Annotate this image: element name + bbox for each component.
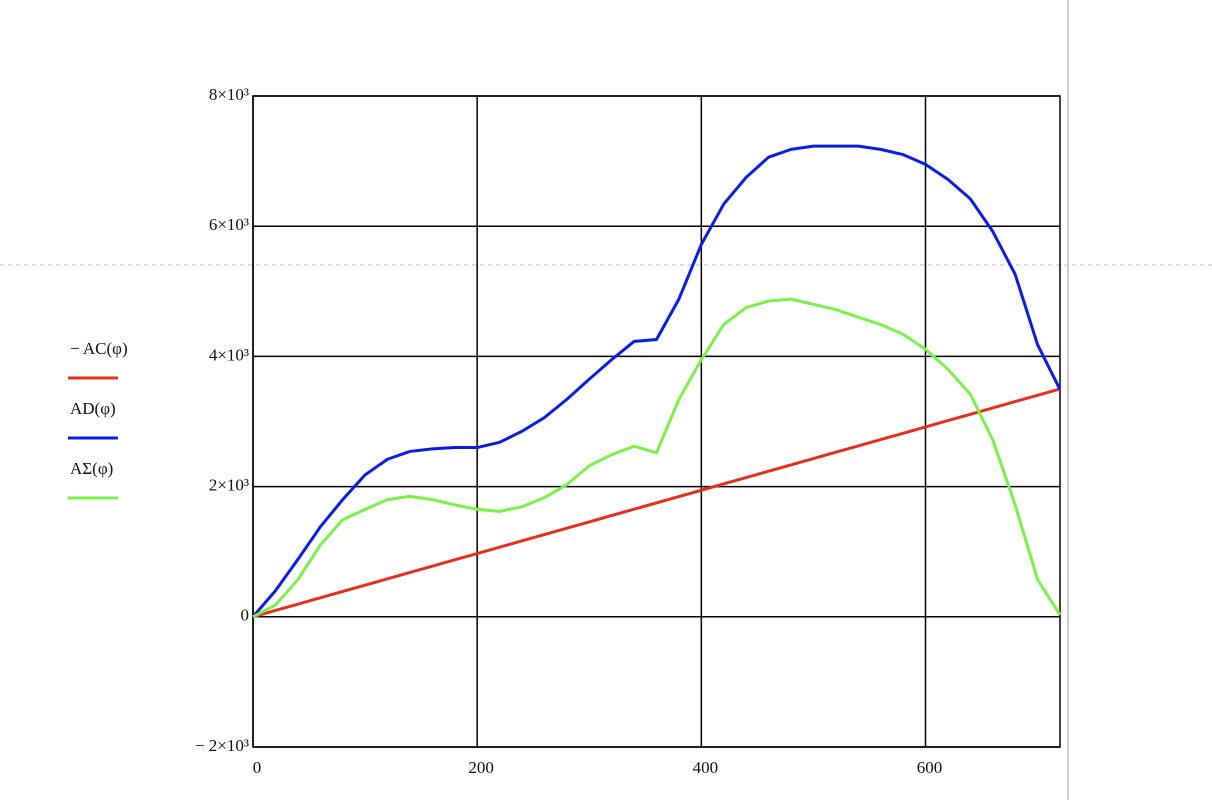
y-tick-label: 6×10³ xyxy=(209,215,249,234)
series-line xyxy=(251,144,1062,618)
y-tick-label: 4×10³ xyxy=(209,345,249,364)
legend-label: − AC(φ) xyxy=(70,339,128,358)
x-tick-label: 600 xyxy=(917,758,943,777)
y-tick-label: 2×10³ xyxy=(209,476,249,495)
legend-label: AΣ(φ) xyxy=(70,459,113,478)
legend-label: AD(φ) xyxy=(70,399,116,418)
plot-frame xyxy=(252,95,1061,748)
x-tick-label: 200 xyxy=(468,758,494,777)
y-tick-label: 8×10³ xyxy=(209,85,249,104)
series-line xyxy=(252,387,1061,619)
x-tick-label: 0 xyxy=(253,758,262,777)
y-tick-label: − 2×10³ xyxy=(195,736,249,755)
x-tick-label: 400 xyxy=(693,758,719,777)
series-line xyxy=(252,297,1062,619)
y-tick-label: 0 xyxy=(241,606,250,625)
